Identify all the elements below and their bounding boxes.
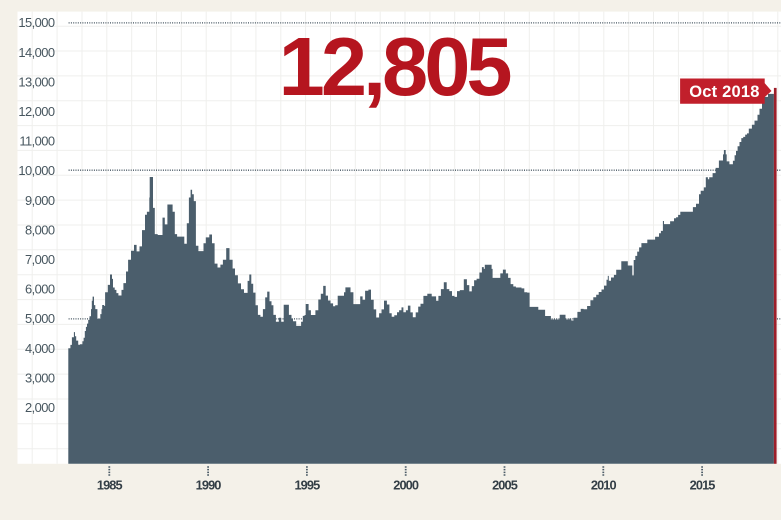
svg-text:6,000: 6,000 — [25, 282, 55, 297]
svg-text:2010: 2010 — [591, 478, 617, 493]
svg-text:2015: 2015 — [690, 478, 716, 493]
svg-text:8,000: 8,000 — [25, 222, 55, 237]
svg-text:13,000: 13,000 — [18, 74, 55, 89]
svg-text:14,000: 14,000 — [18, 45, 55, 60]
svg-text:1985: 1985 — [97, 478, 123, 493]
svg-text:2000: 2000 — [393, 478, 419, 493]
svg-text:4,000: 4,000 — [25, 341, 55, 356]
svg-text:1995: 1995 — [294, 478, 320, 493]
svg-text:12,000: 12,000 — [18, 104, 55, 119]
svg-text:2,000: 2,000 — [25, 400, 55, 415]
svg-text:11,000: 11,000 — [19, 134, 55, 149]
svg-text:12,805: 12,805 — [279, 20, 511, 113]
svg-text:7,000: 7,000 — [25, 252, 55, 267]
svg-text:9,000: 9,000 — [25, 193, 55, 208]
svg-text:Oct 2018: Oct 2018 — [689, 83, 759, 101]
svg-text:2005: 2005 — [492, 478, 518, 493]
svg-text:15,000: 15,000 — [18, 15, 55, 30]
svg-text:1990: 1990 — [196, 478, 222, 493]
svg-text:3,000: 3,000 — [25, 370, 55, 385]
svg-text:5,000: 5,000 — [25, 311, 55, 326]
svg-text:10,000: 10,000 — [18, 163, 55, 178]
